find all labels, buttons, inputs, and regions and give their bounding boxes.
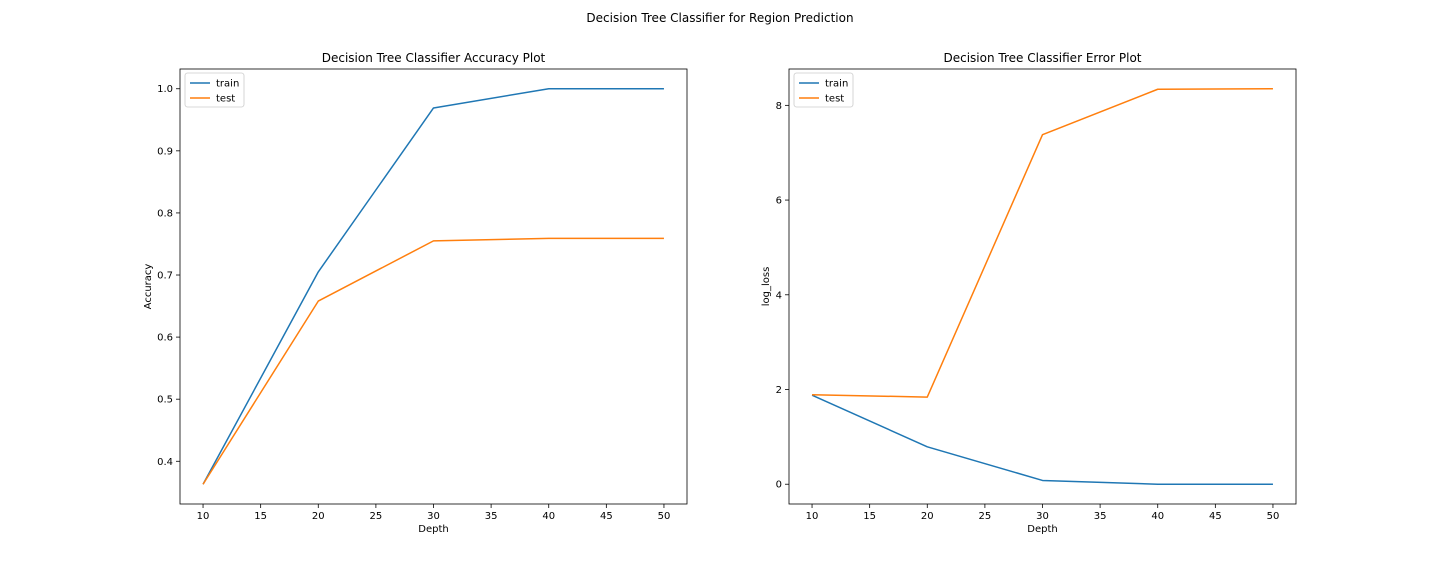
x-tick-label: 50 <box>658 511 671 522</box>
series-line-test <box>812 88 1273 398</box>
x-tick-label: 20 <box>921 511 934 522</box>
x-tick-label: 20 <box>312 511 325 522</box>
x-tick-label: 30 <box>427 511 440 522</box>
y-tick-label: 8 <box>776 101 782 112</box>
error-plot-panel: Decision Tree Classifier Error Plot 10 15 2… <box>761 51 1297 535</box>
legend-label-test: test <box>825 94 844 105</box>
y-tick-label: 0.5 <box>157 395 173 406</box>
y-axis-label: log_loss <box>761 267 772 307</box>
x-tick-label: 35 <box>1094 511 1107 522</box>
x-tick-label: 45 <box>1209 511 1222 522</box>
y-tick-label: 1.0 <box>157 84 173 95</box>
x-tick-label: 50 <box>1267 511 1280 522</box>
x-tick-label: 15 <box>254 511 267 522</box>
axes-title: Decision Tree Classifier Accuracy Plot <box>322 51 546 65</box>
legend-label-train: train <box>216 79 239 90</box>
y-tick-label: 0.4 <box>157 457 173 468</box>
x-tick-label: 35 <box>485 511 498 522</box>
x-tick-label: 15 <box>863 511 876 522</box>
y-tick-label: 0.8 <box>157 208 173 219</box>
y-tick-label: 0.9 <box>157 146 173 157</box>
x-tick-label: 40 <box>1151 511 1164 522</box>
x-tick-label: 45 <box>600 511 613 522</box>
x-tick-label: 25 <box>370 511 383 522</box>
axes-frame <box>788 68 1297 505</box>
x-tick-label: 30 <box>1036 511 1049 522</box>
axes-title: Decision Tree Classifier Error Plot <box>944 51 1142 65</box>
x-tick-label: 10 <box>806 511 819 522</box>
y-axis-label: Accuracy <box>143 264 154 310</box>
y-tick-label: 0 <box>776 480 782 491</box>
series-line-test <box>202 237 664 485</box>
y-tick-label: 6 <box>776 196 782 207</box>
accuracy-plot-panel: Decision Tree Classifier Accuracy Plot 10… <box>143 51 688 535</box>
y-tick-label: 0.6 <box>157 333 173 344</box>
x-tick-label: 10 <box>197 511 210 522</box>
legend: train test <box>793 72 854 108</box>
x-tick-label: 25 <box>979 511 992 522</box>
series-line-train <box>811 394 1273 485</box>
legend-label-train: train <box>825 79 848 90</box>
legend-label-test: test <box>216 94 235 105</box>
x-tick-label: 40 <box>542 511 555 522</box>
y-tick-label: 4 <box>776 290 782 301</box>
axes-frame <box>179 68 688 505</box>
y-tick-label: 0.7 <box>157 271 173 282</box>
series-line-train <box>202 87 664 485</box>
x-axis-label: Depth <box>418 524 448 535</box>
y-tick-label: 2 <box>776 385 782 396</box>
x-axis-label: Depth <box>1027 524 1057 535</box>
legend: train test <box>184 72 245 108</box>
figure-title: Decision Tree Classifier for Region Pred… <box>586 11 853 25</box>
